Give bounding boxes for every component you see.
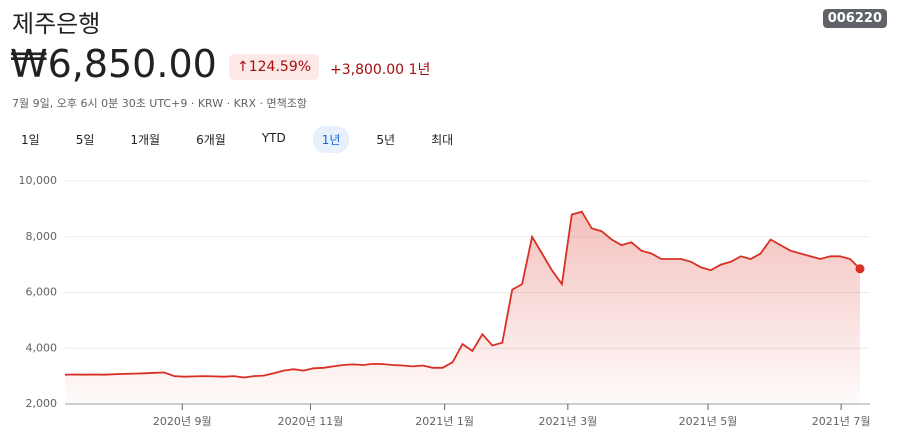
meta-info: 7월 9일, 오후 6시 0분 30초 UTC+9 · KRW · KRX · … <box>12 97 307 110</box>
price: ₩6,850.00 <box>10 42 217 86</box>
y-tick-label: 8,000 <box>26 230 58 243</box>
x-tick-label: 2020년 9월 <box>153 415 212 428</box>
area <box>65 211 860 404</box>
change: +3,800.00 1년 <box>330 59 430 79</box>
range-tab[interactable]: 최대 <box>431 133 454 147</box>
x-tick-label: 2021년 3월 <box>538 415 597 428</box>
range-tab[interactable]: 6개월 <box>196 133 226 147</box>
change-period: 1년 <box>408 62 431 78</box>
y-tick-label: 4,000 <box>26 341 58 354</box>
change-percent: 124.59% <box>248 59 312 75</box>
y-tick-label: 2,000 <box>26 397 58 410</box>
x-tick-label: 2021년 5월 <box>679 415 738 428</box>
x-tick-label: 2021년 7월 <box>812 415 871 428</box>
range-tab[interactable]: 1일 <box>21 133 40 147</box>
x-tick-label: 2020년 11월 <box>278 415 344 428</box>
range-tab[interactable]: 1년 <box>312 126 350 153</box>
x-tick-label: 2021년 1월 <box>415 415 474 428</box>
up-arrow: ↑ <box>237 59 249 75</box>
range-tab[interactable]: 5년 <box>376 133 396 147</box>
last-point <box>855 264 865 274</box>
change-percent-chip: ↑124.59% <box>229 54 320 80</box>
y-tick-label: 6,000 <box>26 286 58 299</box>
range-tab[interactable]: YTD <box>261 131 286 145</box>
stock-name: 제주은행 <box>12 10 101 38</box>
range-tabs: 1일 5일 1개월 6개월 YTD 1년 5년 최대 <box>12 126 480 153</box>
change-value: +3,800.00 <box>330 62 405 78</box>
y-tick-label: 10,000 <box>19 174 58 187</box>
range-tab[interactable]: 1개월 <box>130 133 161 147</box>
ticker-badge: 006220 <box>822 9 887 28</box>
range-tab[interactable]: 5일 <box>75 133 95 147</box>
price-line <box>64 210 861 379</box>
